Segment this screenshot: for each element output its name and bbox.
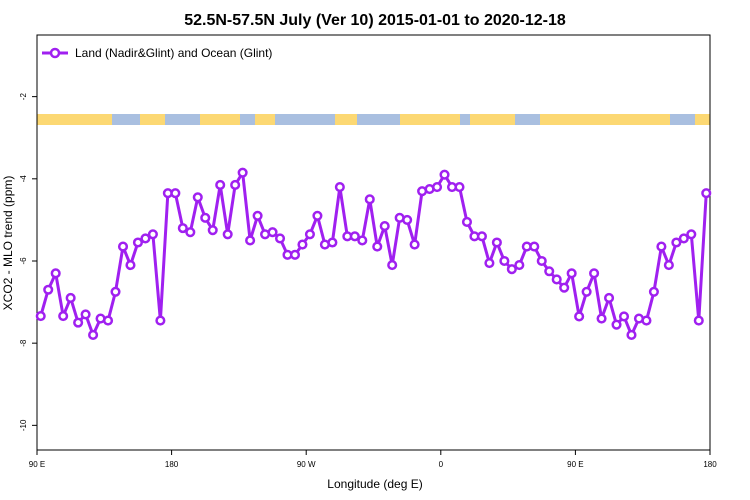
data-point xyxy=(312,210,323,221)
data-point xyxy=(372,241,383,252)
legend-label: Land (Nadir&Glint) and Ocean (Glint) xyxy=(75,46,272,60)
x-axis-label: Longitude (deg E) xyxy=(327,477,422,491)
data-point xyxy=(267,227,278,238)
data-point xyxy=(432,181,443,193)
data-point xyxy=(514,260,525,271)
legend: Land (Nadir&Glint) and Ocean (Glint) xyxy=(42,46,272,60)
data-point xyxy=(73,317,84,328)
y-tick-label: -4 xyxy=(19,175,28,183)
data-point xyxy=(693,315,704,326)
data-point xyxy=(536,255,547,267)
plot-frame xyxy=(36,34,711,451)
data-point xyxy=(559,282,570,293)
chart-title: 52.5N-57.5N July (Ver 10) 2015-01-01 to … xyxy=(184,12,566,29)
data-point xyxy=(499,255,510,267)
data-point xyxy=(663,260,674,271)
y-tick-label: -2 xyxy=(19,93,28,101)
data-point xyxy=(88,329,99,341)
data-point xyxy=(596,313,607,324)
data-point xyxy=(177,223,188,234)
data-point xyxy=(102,315,114,326)
data-point xyxy=(289,249,301,260)
data-point xyxy=(80,309,91,320)
data-point xyxy=(439,169,450,180)
x-tick-label: 90 E xyxy=(29,460,45,469)
data-point xyxy=(170,188,181,199)
data-point xyxy=(671,237,682,248)
data-point xyxy=(334,181,345,193)
data-point xyxy=(387,260,398,271)
data-point xyxy=(237,167,248,178)
data-point xyxy=(648,286,659,297)
data-point xyxy=(701,188,712,199)
data-point xyxy=(252,210,263,221)
data-point xyxy=(304,229,315,240)
data-point xyxy=(656,241,667,252)
data-point xyxy=(581,286,592,297)
data-point xyxy=(147,229,158,240)
data-point xyxy=(65,292,76,304)
data-point xyxy=(132,237,143,248)
data-point xyxy=(551,274,562,285)
data-point xyxy=(678,233,689,244)
data-point xyxy=(506,264,517,275)
data-point xyxy=(357,235,368,246)
data-point xyxy=(364,194,375,205)
data-point xyxy=(379,221,390,232)
x-tick-label: 180 xyxy=(165,460,179,469)
data-point xyxy=(686,229,697,240)
data-point xyxy=(349,231,360,242)
data-point xyxy=(327,237,338,248)
data-point xyxy=(409,239,420,250)
data-point xyxy=(297,239,308,250)
data-point xyxy=(402,214,413,225)
data-point xyxy=(461,216,473,228)
data-point xyxy=(454,181,465,193)
data-point xyxy=(544,266,555,277)
data-point xyxy=(574,311,585,322)
data-point xyxy=(222,229,233,240)
data-point xyxy=(192,192,203,203)
data-point xyxy=(215,179,226,191)
x-tick-label: 90 E xyxy=(567,460,583,469)
data-point xyxy=(207,225,218,236)
y-axis-label: XCO2 - MLO trend (ppm) xyxy=(1,176,15,311)
data-point xyxy=(626,329,637,341)
data-point xyxy=(641,315,652,326)
data-point xyxy=(185,227,196,238)
data-point xyxy=(618,311,630,322)
map-strip xyxy=(37,114,710,125)
y-tick-label: -10 xyxy=(19,419,28,431)
data-point xyxy=(529,241,540,252)
data-point xyxy=(43,284,54,295)
data-point xyxy=(50,268,61,279)
y-tick-label: -6 xyxy=(19,257,28,265)
data-point xyxy=(589,268,600,279)
data-point xyxy=(604,292,615,304)
legend-marker xyxy=(49,47,61,59)
y-tick-label: -8 xyxy=(19,339,28,347)
data-point xyxy=(611,319,622,330)
x-tick-label: 90 W xyxy=(297,460,316,469)
x-tick-label: 180 xyxy=(703,460,717,469)
data-point xyxy=(200,212,211,223)
data-point xyxy=(484,257,495,269)
data-point xyxy=(245,235,256,246)
data-point xyxy=(35,310,46,322)
data-point xyxy=(155,315,166,326)
data-point xyxy=(125,260,136,271)
data-point xyxy=(58,310,69,322)
data-point xyxy=(117,241,129,252)
data-point xyxy=(230,179,241,191)
data-point xyxy=(476,231,487,242)
data-point xyxy=(140,233,151,244)
x-tick-label: 0 xyxy=(439,460,444,469)
data-point xyxy=(274,233,286,244)
data-point xyxy=(491,237,502,248)
data-point xyxy=(110,286,121,297)
data-point xyxy=(566,268,577,279)
